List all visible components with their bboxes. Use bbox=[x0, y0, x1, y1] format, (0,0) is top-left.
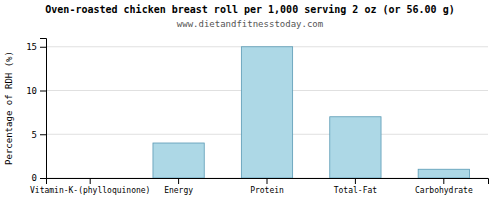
y-axis: 0 5 10 15 bbox=[26, 39, 46, 184]
chart: Oven-roasted chicken breast roll per 1,0… bbox=[0, 0, 500, 200]
x-tick: Carbohydrate bbox=[415, 178, 473, 195]
x-tick-mark bbox=[443, 178, 444, 184]
x-tick-label: Protein bbox=[250, 186, 284, 195]
y-tick-mark bbox=[40, 178, 46, 179]
x-axis-line bbox=[47, 179, 489, 185]
x-tick-label: Carbohydrate bbox=[415, 186, 473, 195]
y-tick-label: 0 bbox=[32, 173, 37, 183]
x-tick: Vitamin-K-(phylloquinone) bbox=[30, 178, 150, 195]
x-tick: Energy bbox=[164, 178, 193, 195]
bar bbox=[153, 143, 204, 178]
x-tick-mark bbox=[355, 178, 356, 184]
x-tick: Total-Fat bbox=[334, 178, 378, 195]
subtitle: www.dietandfitnesstoday.com bbox=[177, 19, 323, 29]
bar bbox=[65, 178, 116, 179]
x-axis: Vitamin-K-(phylloquinone) Energy Protein To… bbox=[30, 178, 489, 195]
x-tick-label: Vitamin-K-(phylloquinone) bbox=[30, 186, 150, 195]
y-tick: 15 bbox=[26, 42, 46, 52]
y-tick-label: 15 bbox=[26, 42, 37, 52]
y-tick-label: 5 bbox=[32, 130, 37, 140]
bar bbox=[330, 117, 381, 178]
y-tick-mark bbox=[40, 47, 46, 48]
y-tick: 0 bbox=[32, 173, 46, 183]
x-tick-label: Total-Fat bbox=[334, 186, 378, 195]
x-tick-mark bbox=[178, 178, 179, 184]
x-tick-mark bbox=[90, 178, 91, 184]
y-tick-label: 10 bbox=[26, 86, 37, 96]
x-tick-label: Energy bbox=[164, 186, 193, 195]
bar bbox=[241, 47, 292, 178]
bar bbox=[418, 169, 469, 178]
y-tick-mark bbox=[40, 134, 46, 135]
y-tick: 10 bbox=[26, 86, 46, 96]
x-tick: Protein bbox=[250, 178, 284, 195]
bars bbox=[153, 47, 469, 178]
y-tick-mark bbox=[40, 91, 46, 92]
y-axis-title: Percentage of RDH (%) bbox=[4, 51, 14, 165]
title: Oven-roasted chicken breast roll per 1,0… bbox=[45, 4, 454, 15]
plot: 0 5 10 15 Vitamin-K-(phylloquinone) Energy Pro… bbox=[26, 39, 488, 195]
y-axis-line bbox=[40, 39, 47, 179]
x-tick-mark bbox=[267, 178, 268, 184]
grid bbox=[46, 47, 488, 178]
y-tick: 5 bbox=[32, 130, 46, 140]
